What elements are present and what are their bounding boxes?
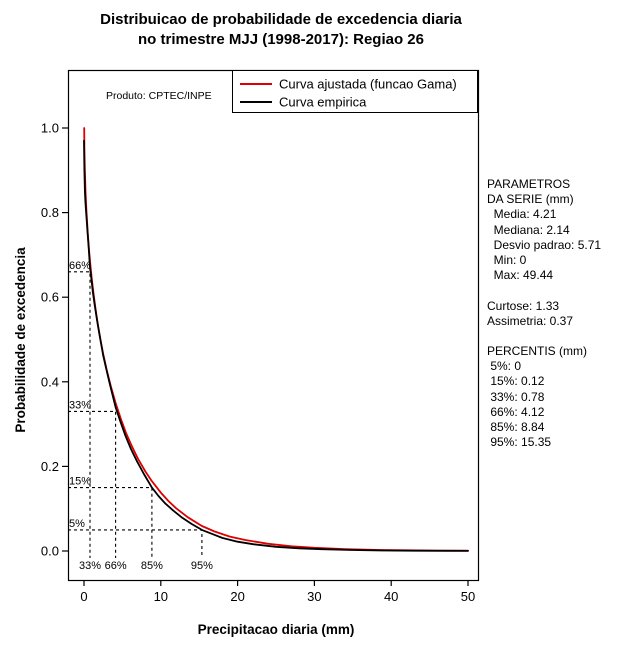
guide-left-label: 66% xyxy=(69,260,91,272)
stats-line: Desvio padrao: 5.71 xyxy=(487,237,602,252)
stats-line: 95%: 15.35 xyxy=(487,435,552,450)
guide-left-label: 33% xyxy=(69,399,91,411)
x-tick-label: 30 xyxy=(307,589,321,604)
y-tick-label: 0.6 xyxy=(41,290,59,305)
stats-line: Min: 0 xyxy=(487,252,527,267)
percentile-guide-line xyxy=(68,271,91,558)
guide-left-label: 5% xyxy=(69,518,85,530)
stats-line xyxy=(487,283,601,298)
plot-box xyxy=(67,69,480,582)
percentile-guide-line xyxy=(68,529,203,558)
x-tick-label: 50 xyxy=(461,589,475,604)
product-label: Produto: CPTEC/INPE xyxy=(106,90,212,102)
x-tick-label: 20 xyxy=(230,589,244,604)
chart-title-line1: Distribuicao de probabilidade de exceden… xyxy=(100,11,462,28)
y-tick-label: 0.0 xyxy=(41,544,59,559)
legend-label: Curva ajustada (funcao Gama) xyxy=(279,77,457,92)
stats-line: 66%: 4.12 xyxy=(487,404,545,419)
y-tick-label: 0.2 xyxy=(41,459,59,474)
stats-line xyxy=(487,329,601,344)
stats-line: PARAMETROS xyxy=(487,177,571,191)
percentile-guide-line xyxy=(68,410,117,558)
stats-line: 85%: 8.84 xyxy=(487,420,545,434)
stats-line: DA SERIE (mm) xyxy=(487,192,574,207)
stats-line: Media: 4.21 xyxy=(487,207,557,222)
y-tick-label: 0.8 xyxy=(41,205,59,220)
chart-title-line2: no trimestre MJJ (1998-2017): Regiao 26 xyxy=(138,31,424,48)
stats-line: 33%: 0.78 xyxy=(487,389,545,404)
stats-line: Mediana: 2.14 xyxy=(487,222,570,237)
stats-line: 5%: 0 xyxy=(487,359,522,374)
x-tick-label: 40 xyxy=(384,589,398,604)
x-tick-label: 0 xyxy=(80,589,87,604)
legend-label: Curva empirica xyxy=(279,95,367,110)
x-tick-label: 10 xyxy=(154,589,168,604)
y-tick-label: 1.0 xyxy=(41,121,59,136)
stats-line: Assimetria: 0.37 xyxy=(487,313,574,328)
legend-box xyxy=(232,70,478,113)
stats-line: PERCENTIS (mm) xyxy=(487,344,587,359)
guide-bottom-label: 66% xyxy=(105,560,127,572)
x-axis-title: Precipitacao diaria (mm) xyxy=(198,622,355,637)
guide-bottom-label: 85% xyxy=(141,560,163,572)
stats-panel: PARAMETROS DA SERIE (mm) Media: 4.21 Medi… xyxy=(487,177,601,450)
guide-left-label: 15% xyxy=(69,476,91,488)
y-tick-label: 0.4 xyxy=(41,374,59,389)
y-axis-title: Probabilidade de excedencia xyxy=(13,247,28,433)
stats-line: Max: 49.44 xyxy=(487,268,554,283)
empirical-curve xyxy=(83,139,469,552)
guide-bottom-label: 33% xyxy=(79,560,101,572)
stats-line: 15%: 0.12 xyxy=(487,374,545,389)
guide-bottom-label: 95% xyxy=(191,560,213,572)
chart-title: Distribuicao de probabilidade de exceden… xyxy=(0,10,562,50)
stats-line: Curtose: 1.33 xyxy=(487,298,560,313)
